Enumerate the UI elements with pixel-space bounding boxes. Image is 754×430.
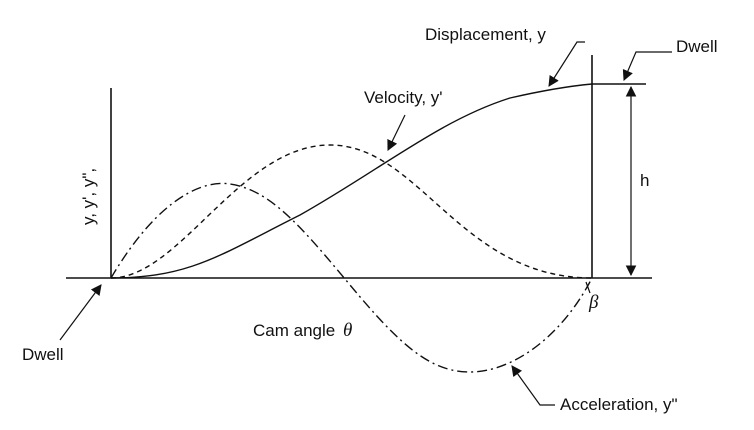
dwell-start-leader bbox=[59, 284, 102, 341]
dwell-end-label: Dwell bbox=[676, 37, 718, 56]
acceleration-leader bbox=[511, 365, 555, 406]
displacement-leader bbox=[548, 41, 585, 87]
velocity-curve bbox=[110, 144, 593, 279]
dwell-end-leader bbox=[622, 51, 672, 81]
beta-leader bbox=[585, 281, 591, 294]
displacement-label: Displacement, y bbox=[425, 25, 546, 44]
acceleration-label: Acceleration, y" bbox=[560, 395, 678, 414]
velocity-leader bbox=[387, 114, 406, 151]
dwell-start-label: Dwell bbox=[22, 345, 64, 364]
x-axis-symbol: θ bbox=[343, 320, 352, 341]
height-label: h bbox=[640, 171, 649, 190]
velocity-label: Velocity, y' bbox=[364, 88, 443, 107]
displacement-curve bbox=[110, 83, 593, 279]
x-axis-label: Cam angle bbox=[253, 321, 335, 340]
y-axis-label: y, y', y", bbox=[79, 168, 98, 225]
acceleration-curve bbox=[110, 182, 593, 373]
end-angle-label: β bbox=[588, 292, 599, 313]
